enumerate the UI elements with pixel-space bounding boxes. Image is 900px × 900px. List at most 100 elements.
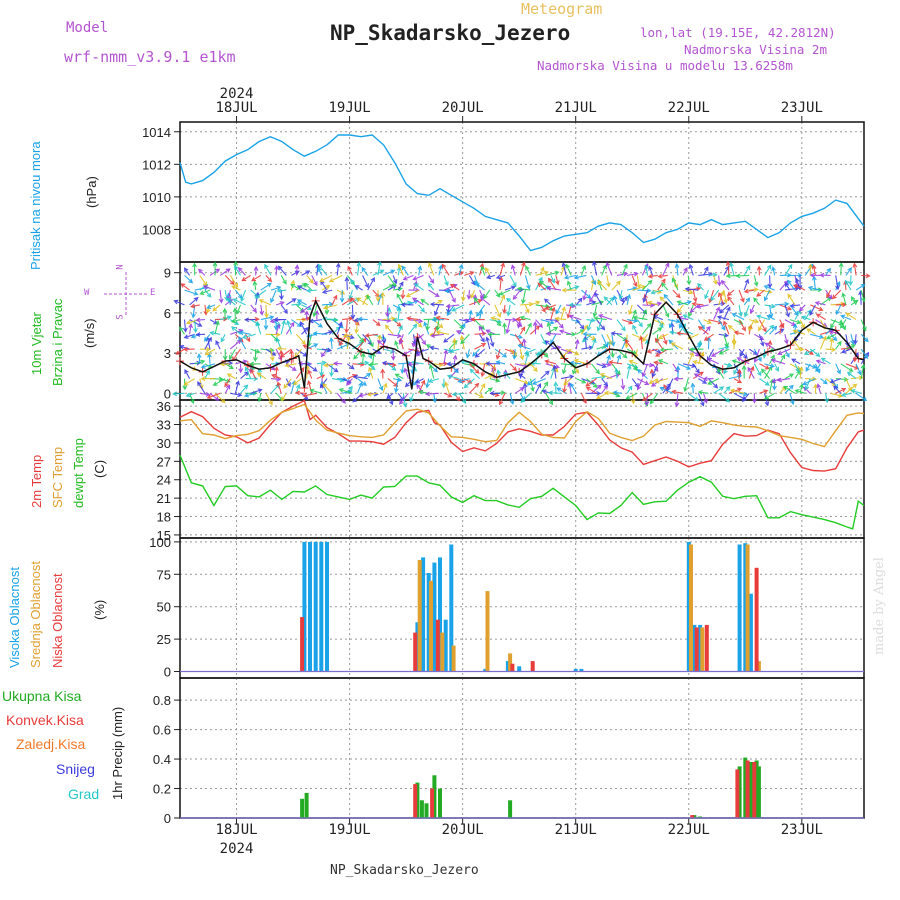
bar-total (743, 757, 748, 818)
wind-arrow (204, 369, 210, 379)
wind-arrow (499, 294, 506, 306)
wind-arrow (270, 376, 282, 382)
wind-arrow (824, 393, 830, 404)
wind-arrow (265, 275, 273, 283)
wind-arrow (400, 363, 405, 375)
wind-arrow (354, 285, 363, 291)
bar-cloud_mid (485, 591, 490, 672)
wind-arrow (209, 330, 221, 336)
wind-arrow (841, 292, 847, 306)
wind-arrow (758, 334, 765, 347)
wind-arrow (229, 339, 242, 350)
wind-arrow (731, 313, 745, 321)
wind-arrow (243, 392, 256, 398)
wind-arrow (206, 304, 211, 314)
wind-arrow (377, 378, 384, 392)
wind-arrow (829, 378, 841, 384)
wind-arrow (723, 289, 729, 304)
wind-arrow (319, 274, 333, 283)
bar-total (698, 816, 703, 818)
wind-arrow (706, 336, 712, 350)
wind-arrow (301, 304, 313, 311)
wind-arrow (764, 363, 775, 369)
wind-arrow (316, 374, 326, 380)
wind-arrow (356, 381, 363, 394)
series-line-pressure (179, 134, 865, 252)
wind-arrow (464, 270, 475, 276)
wind-arrow (653, 360, 663, 366)
bar-cloud_high (432, 562, 437, 672)
wind-arrow (806, 328, 816, 335)
wind-arrow (352, 374, 368, 380)
wind-arrow (630, 393, 636, 405)
wind-arrow (810, 304, 824, 312)
wind-arrow (494, 319, 502, 327)
wind-arrow (545, 331, 562, 337)
wind-arrow (377, 260, 382, 276)
wind-arrow (256, 372, 267, 380)
wind-arrow (322, 383, 333, 394)
wind-arrow (328, 337, 334, 350)
y-tick-label: 25 (157, 632, 171, 647)
wind-arrow (237, 267, 247, 276)
wind-arrow (586, 317, 596, 323)
wind-arrow (797, 275, 803, 290)
bar-total (756, 766, 761, 818)
top-year-label: 2024 (220, 86, 254, 102)
wind-arrow (540, 319, 555, 325)
wind-arrow (291, 319, 303, 327)
wind-arrow (263, 319, 269, 331)
wind-arrow (793, 284, 806, 291)
wind-arrow (289, 349, 294, 364)
wind-arrow (428, 289, 440, 297)
wind-arrow (387, 378, 399, 388)
wind-arrow (435, 315, 450, 321)
wind-arrow (642, 289, 649, 304)
wind-arrow (241, 333, 256, 340)
bar-cloud_mid (689, 544, 693, 672)
wind-arrow (265, 393, 273, 406)
wind-arrow (546, 285, 562, 291)
wind-arrow (443, 333, 455, 343)
wind-arrow (642, 392, 653, 402)
bar-cloud_high (517, 666, 522, 672)
wind-arrow (550, 345, 562, 351)
wind-arrow (770, 358, 786, 365)
wind-arrow (723, 362, 733, 368)
wind-arrow (642, 302, 655, 308)
wind-arrow (457, 378, 470, 384)
wind-arrow (458, 263, 464, 276)
wind-arrow (738, 319, 746, 332)
wind-arrow (749, 304, 755, 314)
wind-arrow (368, 361, 378, 367)
wind-arrow (312, 331, 328, 336)
wind-arrow (708, 378, 719, 389)
wind-arrow (390, 349, 396, 361)
wind-arrow (316, 360, 327, 366)
wind-arrow (385, 304, 390, 318)
bar-conv (745, 760, 750, 818)
wind-arrow (759, 389, 769, 394)
wind-arrow (356, 297, 368, 306)
wind-arrow (691, 301, 704, 307)
wind-arrow (199, 347, 212, 352)
wind-arrow (212, 261, 218, 276)
wind-arrow (264, 263, 272, 276)
wind-arrow (789, 272, 803, 278)
wind-arrow (646, 348, 658, 354)
wind-arrow (473, 297, 481, 306)
wind-arrow (612, 390, 623, 396)
y-tick-label: 27 (157, 454, 171, 469)
wind-arrow (657, 319, 664, 329)
wind-arrow (840, 319, 847, 329)
wind-arrow (758, 319, 765, 332)
wind-arrow (509, 393, 515, 406)
wind-arrow (443, 392, 453, 398)
wind-arrow (544, 359, 557, 365)
wind-arrow (226, 297, 236, 306)
wind-arrow (322, 304, 338, 310)
wind-arrow (581, 333, 592, 343)
wind-arrow (713, 306, 721, 320)
bottom-day-label: 21JUL (555, 822, 597, 838)
wind-arrow (460, 333, 470, 345)
